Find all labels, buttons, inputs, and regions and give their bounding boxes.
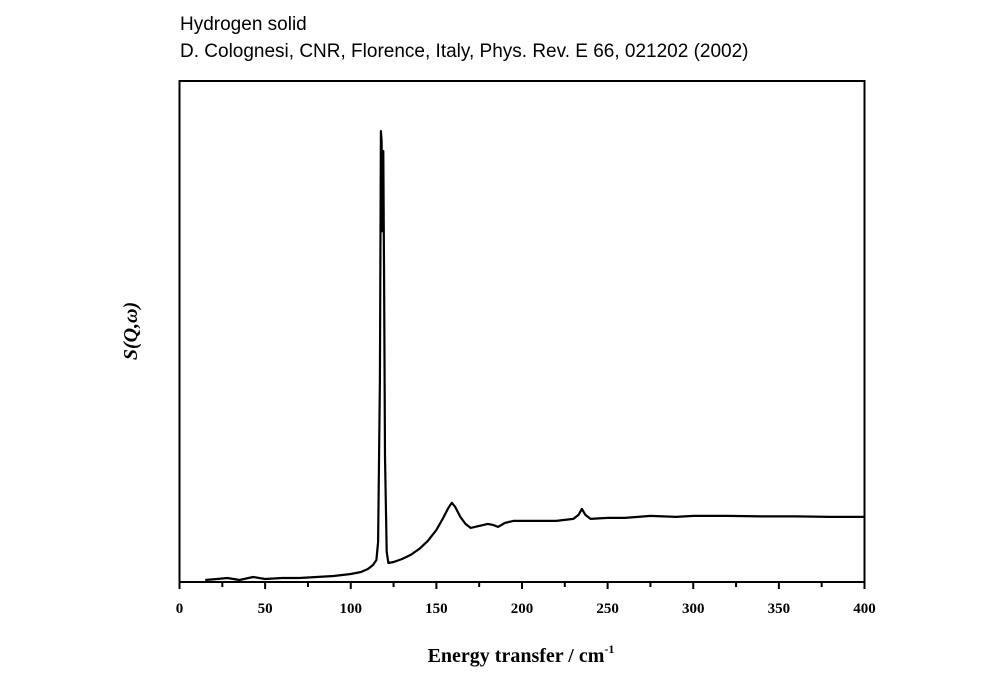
x-axis-label: Energy transfer / cm-1 bbox=[428, 642, 615, 667]
x-tick-label: 50 bbox=[258, 601, 273, 617]
x-tick-label: 100 bbox=[340, 601, 363, 617]
chart-subtitle: D. Colognesi, CNR, Florence, Italy, Phys… bbox=[180, 41, 749, 62]
series-line bbox=[205, 130, 865, 582]
y-axis-label: S(Q,ω) bbox=[120, 302, 142, 360]
x-tick-label: 400 bbox=[853, 601, 876, 617]
x-tick-label: 300 bbox=[682, 601, 705, 617]
x-tick-label: 250 bbox=[596, 601, 619, 617]
plot-frame bbox=[178, 80, 866, 583]
x-tick-label: 350 bbox=[768, 601, 791, 617]
x-tick-label: 200 bbox=[511, 601, 534, 617]
x-tick-label: 150 bbox=[425, 601, 448, 617]
chart-title: Hydrogen solid bbox=[180, 14, 307, 35]
x-tick-label: 0 bbox=[176, 601, 184, 617]
